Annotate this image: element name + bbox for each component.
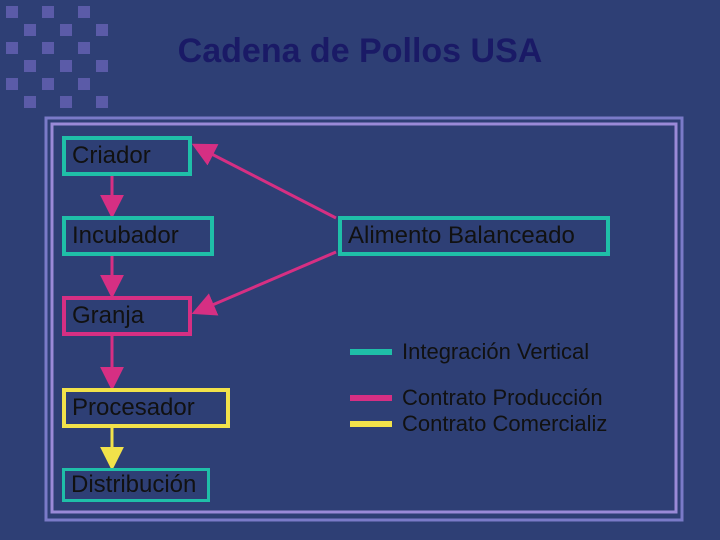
node-label: Alimento Balanceado [348, 222, 575, 250]
arrow-diag-1 [196, 252, 336, 312]
legend-swatch-0 [350, 349, 392, 355]
node-label: Incubador [72, 222, 179, 250]
node-incubador: Incubador [62, 216, 214, 256]
node-label: Granja [72, 302, 144, 330]
node-label: Distribución [71, 471, 196, 499]
slide: Cadena de Pollos USACriadorIncubadorAlim… [0, 0, 720, 540]
node-label: Procesador [72, 394, 195, 422]
arrow-diag-0 [196, 146, 336, 218]
legend-label: Integración Vertical [402, 339, 589, 365]
legend-label: Contrato Producción [402, 385, 603, 411]
node-label: Criador [72, 142, 151, 170]
node-alimento: Alimento Balanceado [338, 216, 610, 256]
legend-label: Contrato Comercializ [402, 411, 607, 437]
diagram-svg [0, 0, 720, 540]
node-procesador: Procesador [62, 388, 230, 428]
legend-swatch-2 [350, 421, 392, 427]
node-criador: Criador [62, 136, 192, 176]
legend-swatch-1 [350, 395, 392, 401]
node-granja: Granja [62, 296, 192, 336]
node-distribucion: Distribución [62, 468, 210, 502]
